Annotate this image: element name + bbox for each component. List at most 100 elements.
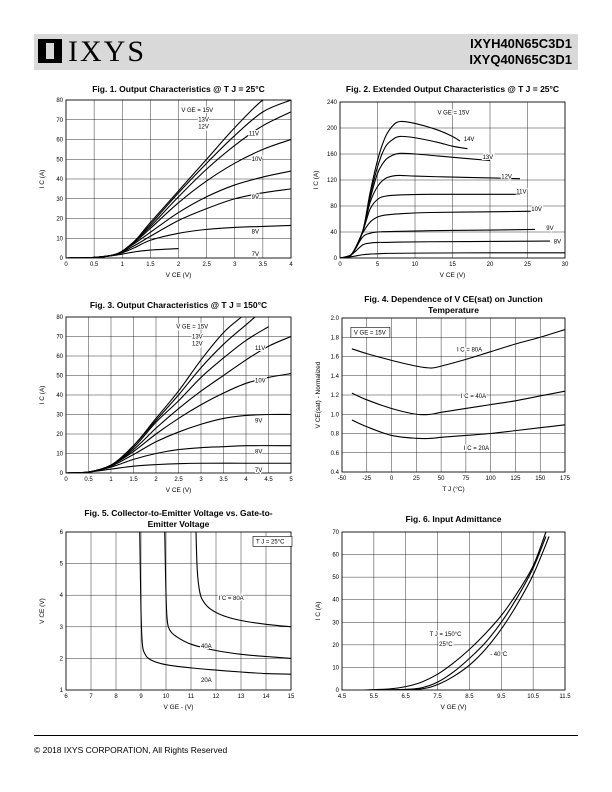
- fig6-ytick-label: 30: [332, 620, 339, 626]
- fig6-ytick-label: 0: [336, 688, 340, 694]
- fig3-xtick-label: 5: [289, 477, 293, 483]
- fig6-xtick-label: 4.5: [338, 694, 347, 700]
- fig4-xtick-label: 175: [560, 476, 571, 482]
- fig2-curve-label: 12V: [501, 175, 512, 181]
- fig3-xtick-label: 1: [109, 477, 113, 483]
- fig5-title: Fig. 5. Collector-to-Emitter Voltage vs.…: [84, 508, 273, 529]
- fig4-ytick-label: 1.4: [331, 374, 340, 380]
- fig3-ytick-label: 50: [56, 374, 63, 380]
- fig3-xtick-label: 2.5: [174, 477, 183, 483]
- fig5-ytick-label: 1: [60, 688, 64, 694]
- part-number-1: IXYH40N65C3D1: [470, 36, 572, 51]
- fig4-xlabel: T J (°C): [442, 485, 464, 493]
- fig4-title: Fig. 4. Dependence of V CE(sat) on Junct…: [364, 294, 543, 315]
- fig5-series-line-1: [164, 532, 291, 659]
- fig2-curve-label: 9V: [546, 226, 553, 232]
- fig4-curve-label: I C = 80A: [457, 348, 482, 354]
- fig1-curve-label: 9V: [252, 195, 259, 201]
- fig3-ytick-label: 20: [56, 432, 63, 438]
- fig5-xtick-label: 11: [188, 694, 195, 700]
- fig2-title: Fig. 2. Extended Output Characteristics …: [345, 84, 560, 94]
- fig2-ytick-label: 240: [327, 100, 338, 106]
- fig2-ytick-label: 160: [327, 152, 338, 158]
- fig3-curve-label: 9V: [255, 418, 262, 424]
- fig4-series-line-2: [351, 419, 565, 440]
- fig3-title: Fig. 3. Output Characteristics @ T J = 1…: [89, 300, 268, 310]
- fig4-xtick-label: 50: [438, 476, 445, 482]
- fig1-ytick-label: 50: [56, 157, 63, 163]
- fig3-xtick-label: 4.5: [264, 477, 273, 483]
- fig3-chart: 0 0.5 1 1.5 2 2.5 3 3.5 4 4.5 501020304050607080V …: [39, 315, 293, 494]
- fig6-xtick-label: 9.5: [497, 694, 506, 700]
- fig2-series-line-8: [340, 252, 565, 258]
- fig2-curve-label: 14V: [464, 137, 475, 143]
- fig4-ytick-label: 1.6: [331, 355, 340, 361]
- fig5-ytick-label: 6: [60, 530, 64, 536]
- fig5-xtick-label: 10: [163, 694, 170, 700]
- fig1-title: Fig. 1. Output Characteristics @ T J = 2…: [92, 84, 265, 94]
- fig4-xtick-label: -50: [338, 476, 347, 482]
- logo-text: IXYS: [68, 35, 147, 68]
- fig5-xtick-label: 12: [213, 694, 220, 700]
- fig2-ytick-label: 40: [330, 230, 337, 236]
- fig3-curve-label: 7V: [255, 468, 262, 474]
- fig2-ylabel: I C (A): [313, 171, 320, 190]
- fig2-ytick-label: 80: [330, 204, 337, 210]
- fig1-curve-label: 12V: [198, 125, 209, 131]
- fig6-xlabel: V GE (V): [440, 704, 466, 711]
- fig1-ytick-label: 30: [56, 197, 63, 203]
- fig5-xtick-label: 9: [139, 694, 143, 700]
- ixys-logo-icon: [38, 39, 62, 63]
- fig1-ytick-label: 0: [60, 256, 64, 262]
- fig3-series-line-4: [66, 373, 291, 473]
- fig2-plot-frame: [339, 101, 566, 259]
- fig2-curve-label: V GE = 15V: [438, 110, 470, 116]
- fig5-curve-label: 20A: [201, 678, 212, 684]
- fig4-series-line-0: [351, 329, 565, 369]
- fig5-xlabel: V GE - (V): [164, 704, 194, 711]
- fig3-series-line-7: [66, 462, 291, 473]
- fig6-ytick-label: 60: [332, 553, 339, 559]
- fig5-xtick-label: 14: [263, 694, 270, 700]
- fig6-series-line-1: [377, 536, 547, 690]
- fig1-ytick-label: 60: [56, 138, 63, 144]
- fig2-xtick-label: 10: [412, 262, 419, 268]
- fig3-curve-label: 13V: [192, 334, 203, 340]
- fig3-xtick-label: 0.5: [84, 477, 93, 483]
- fig5-legend-box: [252, 536, 293, 547]
- fig1-curve-label: 10V: [252, 157, 263, 163]
- fig2-xlabel: V CE (V): [440, 272, 466, 279]
- fig3-xlabel: V CE (V): [166, 487, 192, 494]
- fig1-xtick-label: 3: [233, 262, 237, 268]
- fig6-ytick-label: 70: [332, 530, 339, 536]
- fig5-ytick-label: 5: [60, 562, 64, 568]
- fig2-xtick-label: 20: [487, 262, 494, 268]
- copyright-text: © 2018 IXYS CORPORATION, All Rights Rese…: [34, 745, 228, 755]
- fig4-ytick-label: 0.6: [331, 451, 340, 457]
- fig1-ylabel: I C (A): [39, 170, 46, 189]
- fig5-curve-label: I C = 80A: [219, 596, 244, 602]
- fig6-xtick-label: 7.5: [433, 694, 442, 700]
- fig6-title: Fig. 6. Input Admittance: [405, 514, 502, 524]
- fig2-xtick-label: 30: [562, 262, 569, 268]
- fig2-curve-label: 11V: [516, 190, 526, 196]
- fig6-xtick-label: 6.5: [402, 694, 411, 700]
- fig2-xtick-label: 5: [376, 262, 380, 268]
- fig1-curve-label: 13V: [198, 118, 209, 124]
- fig1-xtick-label: 0.5: [90, 262, 99, 268]
- fig4-plot-frame: [341, 317, 566, 473]
- fig2-series-line-7: [340, 240, 551, 258]
- fig4-curve-label: I C = 40A: [461, 394, 486, 400]
- fig3-ytick-label: 10: [56, 452, 63, 458]
- fig5-xtick-label: 7: [89, 694, 93, 700]
- fig6-xtick-label: 11.5: [559, 694, 571, 700]
- fig2-series-line-6: [340, 228, 536, 258]
- fig6-xtick-label: 8.5: [465, 694, 474, 700]
- fig1-curve-label: V GE = 15V: [181, 108, 213, 114]
- fig6-series-line-2: [386, 536, 550, 690]
- fig2-xtick-label: 0: [338, 262, 342, 268]
- fig5-curve-label: T J = 25°C: [256, 539, 285, 545]
- fig4-curve-label: V GE = 15V: [354, 330, 386, 336]
- fig3-xtick-label: 2: [154, 477, 158, 483]
- fig3-xtick-label: 1.5: [129, 477, 138, 483]
